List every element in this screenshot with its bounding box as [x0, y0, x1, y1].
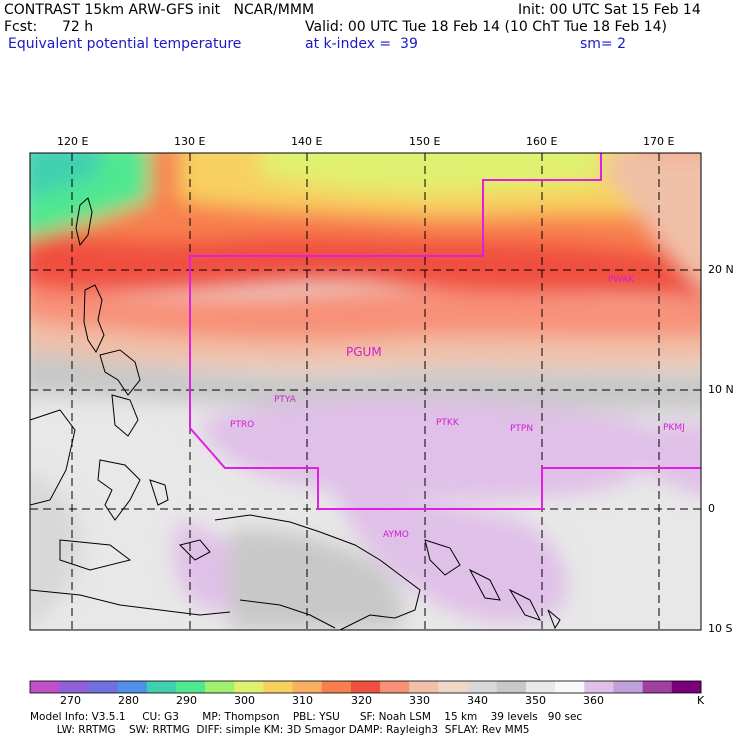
colorbar-label: 330 — [409, 694, 430, 707]
coastlines — [29, 197, 561, 631]
lon-label: 160 E — [526, 135, 558, 148]
colorbar-swatch — [438, 681, 469, 693]
station-label: PWAK — [608, 275, 635, 285]
lat-label: 10 N — [708, 383, 734, 396]
field-name: Equivalent potential temperature — [8, 36, 242, 52]
station-label: PTYA — [274, 395, 297, 405]
colorbar-frame — [29, 680, 702, 694]
forecast-label: Fcst: — [4, 19, 38, 35]
station-label: PTPN — [510, 424, 533, 434]
domain-boundary — [189, 153, 701, 510]
colorbar-label: 320 — [351, 694, 372, 707]
colorbar-label: 360 — [583, 694, 604, 707]
colorbar-label: 310 — [292, 694, 313, 707]
lat-label: 20 N — [708, 263, 734, 276]
valid-time: Valid: 00 UTC Tue 18 Feb 14 (10 ChT Tue … — [305, 19, 668, 35]
smoothing-info: sm= 2 — [580, 36, 627, 52]
colorbar-swatch — [496, 681, 527, 693]
colorbar-swatch — [146, 681, 177, 693]
map-frame — [29, 152, 702, 631]
colorbar-swatch — [205, 681, 235, 693]
colorbar-swatch — [671, 681, 702, 693]
station-label: PGUM — [346, 345, 382, 359]
station-label: PTKK — [436, 418, 460, 428]
colorbar-swatch — [263, 681, 294, 693]
colorbar — [30, 681, 702, 693]
colorbar-swatch — [175, 681, 206, 693]
model-info-line2: LW: RRTMG SW: RRTMG DIFF: simple KM: 3D … — [30, 724, 530, 736]
colorbar-unit: K — [697, 694, 705, 707]
colorbar-swatch — [525, 681, 556, 693]
colorbar-label: 350 — [525, 694, 546, 707]
lon-label: 140 E — [291, 135, 323, 148]
lat-lon-grid — [30, 153, 701, 630]
forecast-hour: 72 h — [62, 19, 94, 35]
colorbar-swatch — [117, 681, 148, 693]
colorbar-label: 300 — [234, 694, 255, 707]
colorbar-swatch — [234, 681, 264, 693]
colorbar-swatch — [467, 681, 498, 693]
colorbar-swatch — [613, 681, 644, 693]
lon-label: 150 E — [409, 135, 441, 148]
colorbar-swatch — [350, 681, 381, 693]
colorbar-swatch — [321, 681, 352, 693]
lon-label: 120 E — [57, 135, 89, 148]
colorbar-swatch — [59, 681, 89, 693]
colorbar-label: 290 — [176, 694, 197, 707]
colorbar-label: 280 — [118, 694, 139, 707]
theta-e-field — [30, 153, 701, 630]
colorbar-swatch — [409, 681, 439, 693]
station-label: PKMJ — [663, 423, 685, 433]
lat-label: 0 — [708, 502, 715, 515]
model-info-line1: Model Info: V3.5.1 CU: G3 MP: Thompson P… — [30, 711, 583, 723]
lat-label: 10 S — [708, 622, 733, 635]
lon-label: 170 E — [643, 135, 675, 148]
station-label: PTRO — [230, 420, 254, 430]
colorbar-swatch — [555, 681, 585, 693]
colorbar-label: 340 — [467, 694, 488, 707]
colorbar-swatch — [584, 681, 614, 693]
colorbar-swatch — [88, 681, 119, 693]
lon-label: 130 E — [174, 135, 206, 148]
title: CONTRAST 15km ARW-GFS init NCAR/MMM — [4, 2, 315, 18]
colorbar-swatch — [380, 681, 410, 693]
colorbar-swatch — [30, 681, 60, 693]
station-label: AYMO — [383, 530, 409, 540]
init-time: Init: 00 UTC Sat 15 Feb 14 — [518, 2, 701, 18]
colorbar-swatch — [642, 681, 673, 693]
level-info: at k-index = 39 — [305, 36, 418, 52]
colorbar-swatch — [292, 681, 323, 693]
colorbar-label: 270 — [60, 694, 81, 707]
